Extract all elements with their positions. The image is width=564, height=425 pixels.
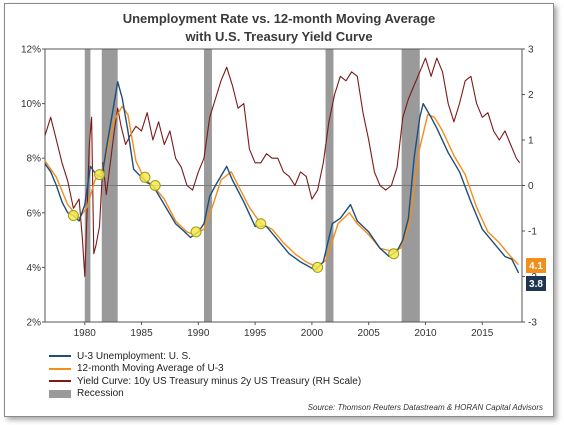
legend-item-2: Yield Curve: 10y US Treasury minus 2y US… — [49, 375, 361, 388]
source-note: Source: Thomson Reuters Datastream & HOR… — [307, 403, 543, 412]
left-tick-label-3: 8% — [27, 154, 42, 165]
x-tick-label-7: 2015 — [471, 328, 494, 339]
end-label-text-ma: 4.1 — [529, 261, 543, 272]
legend-label-2: Yield Curve: 10y US Treasury minus 2y US… — [77, 375, 362, 387]
title-line-2: with U.S. Treasury Yield Curve — [185, 29, 373, 44]
highlight-point-0 — [67, 210, 79, 222]
legend-item-0: U-3 Unemployment: U. S. — [49, 350, 361, 363]
right-tick-label-0: -3 — [528, 318, 537, 329]
x-tick-label-2: 1990 — [187, 328, 210, 339]
legend-swatch-2 — [49, 380, 71, 383]
legend-swatch-1 — [49, 367, 71, 370]
left-tick-label-1: 4% — [27, 263, 42, 274]
right-tick-label-4: 1 — [528, 136, 534, 147]
right-tick-label-3: 0 — [528, 181, 534, 192]
legend-label-0: U-3 Unemployment: U. S. — [77, 350, 191, 362]
left-tick-label-0: 2% — [27, 318, 42, 329]
legend: U-3 Unemployment: U. S. 12-month Moving A… — [49, 350, 361, 400]
legend-swatch-0 — [49, 355, 71, 358]
highlight-point-6 — [312, 261, 324, 273]
right-tick-label-5: 2 — [528, 90, 534, 101]
chart-frame: Unemployment Rate vs. 12-month Moving Av… — [4, 3, 554, 417]
left-tick-label-2: 6% — [27, 208, 42, 219]
title-line-1: Unemployment Rate vs. 12-month Moving Av… — [122, 11, 436, 26]
x-tick-label-1: 1985 — [130, 328, 153, 339]
end-label-text-u3: 3.8 — [529, 279, 543, 290]
x-tick-label-4: 2000 — [301, 328, 324, 339]
highlight-point-1 — [94, 169, 106, 181]
legend-label-3: Recession — [77, 388, 124, 400]
highlight-point-2 — [139, 171, 151, 183]
highlight-point-5 — [255, 218, 267, 230]
legend-item-1: 12-month Moving Average of U-3 — [49, 363, 361, 376]
x-tick-label-6: 2010 — [414, 328, 437, 339]
left-tick-label-5: 12% — [21, 45, 41, 56]
legend-label-1: 12-month Moving Average of U-3 — [77, 363, 224, 375]
highlight-point-7 — [388, 248, 400, 260]
right-tick-label-2: -1 — [528, 227, 537, 238]
end-label-box-ma — [526, 258, 546, 273]
left-tick-label-4: 10% — [21, 99, 41, 110]
highlight-point-3 — [149, 180, 161, 191]
right-tick-label-6: 3 — [528, 45, 534, 56]
chart-plot: 2%4%6%8%10%12%-3-2-101231980198519901995… — [21, 45, 546, 339]
end-label-box-u3 — [526, 276, 546, 291]
legend-swatch-3 — [49, 389, 71, 398]
legend-item-3: Recession — [49, 388, 361, 401]
x-tick-label-3: 1995 — [244, 328, 267, 339]
chart-title: Unemployment Rate vs. 12-month Moving Av… — [5, 10, 553, 46]
x-tick-label-0: 1980 — [74, 328, 97, 339]
x-tick-label-5: 2005 — [358, 328, 381, 339]
highlight-point-4 — [190, 226, 202, 238]
